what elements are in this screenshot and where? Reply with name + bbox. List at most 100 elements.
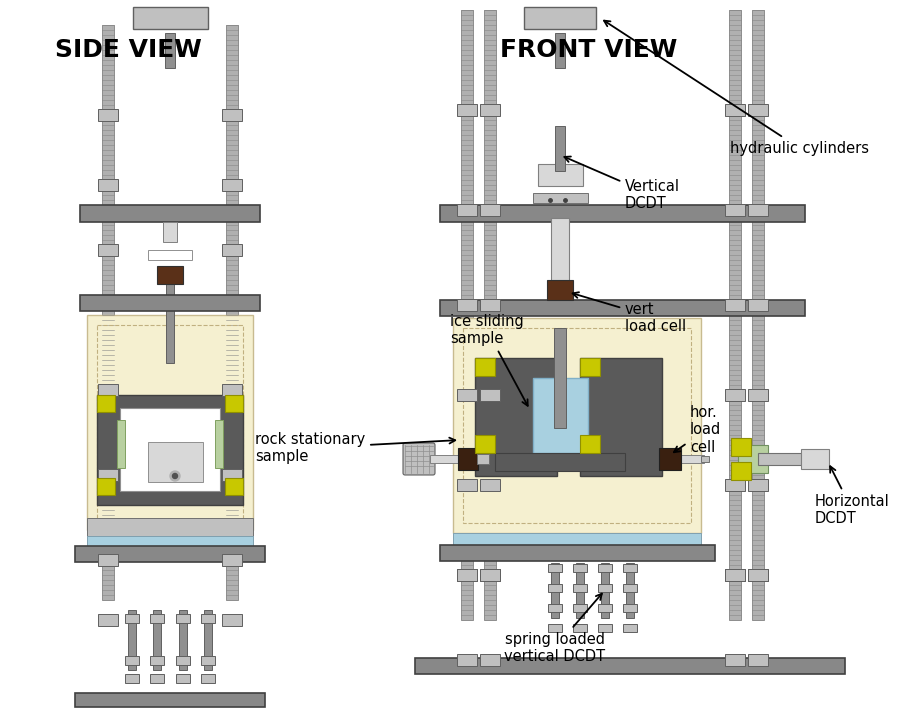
Bar: [415, 658, 845, 674]
Text: vert
load cell: vert load cell: [572, 292, 686, 334]
Bar: [725, 299, 745, 311]
Bar: [623, 624, 637, 632]
Bar: [623, 564, 637, 572]
Bar: [457, 479, 477, 491]
Bar: [128, 610, 136, 670]
Bar: [132, 7, 208, 29]
Bar: [457, 569, 477, 581]
Bar: [222, 109, 242, 121]
Bar: [725, 104, 745, 116]
Bar: [484, 10, 496, 620]
Bar: [98, 244, 118, 256]
Bar: [461, 10, 473, 620]
Bar: [748, 204, 768, 216]
Bar: [148, 250, 192, 260]
Bar: [758, 453, 823, 465]
Bar: [626, 562, 634, 617]
Bar: [98, 179, 118, 191]
Bar: [176, 674, 190, 682]
Bar: [98, 554, 118, 566]
Bar: [463, 328, 691, 523]
Bar: [457, 204, 477, 216]
Bar: [480, 569, 500, 581]
Bar: [75, 546, 265, 562]
Bar: [748, 299, 768, 311]
Bar: [157, 266, 183, 284]
Text: SIDE VIEW: SIDE VIEW: [55, 38, 202, 62]
Bar: [725, 569, 745, 581]
Bar: [548, 604, 562, 612]
Bar: [453, 533, 701, 545]
Bar: [87, 536, 253, 546]
Bar: [748, 569, 768, 581]
Bar: [222, 384, 242, 396]
Bar: [573, 624, 587, 632]
Bar: [440, 545, 715, 561]
Bar: [748, 569, 768, 581]
Bar: [555, 32, 565, 67]
Bar: [725, 204, 745, 216]
Bar: [576, 562, 584, 617]
Bar: [601, 562, 609, 617]
Bar: [731, 462, 751, 480]
Text: spring loaded
vertical DCDT: spring loaded vertical DCDT: [504, 593, 606, 664]
Bar: [226, 25, 238, 600]
Bar: [477, 454, 489, 464]
Bar: [165, 32, 175, 67]
Bar: [430, 455, 460, 463]
Bar: [150, 674, 164, 682]
Bar: [150, 614, 164, 622]
Bar: [222, 179, 242, 191]
Bar: [97, 325, 243, 520]
Text: rock stationary
sample: rock stationary sample: [255, 432, 455, 464]
Bar: [480, 204, 500, 216]
Bar: [117, 420, 125, 468]
Bar: [163, 222, 177, 242]
Bar: [480, 104, 500, 116]
Bar: [222, 469, 242, 481]
Bar: [555, 126, 565, 170]
Bar: [125, 614, 139, 622]
Text: hor.
load
cell: hor. load cell: [674, 405, 721, 455]
Bar: [580, 358, 600, 376]
Text: Vertical
DCDT: Vertical DCDT: [564, 157, 680, 212]
Bar: [495, 453, 625, 471]
Bar: [222, 614, 242, 626]
Bar: [731, 438, 751, 456]
Bar: [573, 584, 587, 592]
Bar: [97, 395, 243, 505]
Bar: [547, 280, 573, 300]
Bar: [457, 104, 477, 116]
Bar: [87, 315, 253, 530]
Bar: [80, 295, 260, 311]
Text: Horizontal
DCDT: Horizontal DCDT: [815, 466, 890, 526]
Bar: [551, 218, 569, 298]
Bar: [201, 656, 215, 664]
Bar: [150, 656, 164, 664]
Bar: [222, 244, 242, 256]
Bar: [98, 469, 118, 481]
Bar: [225, 395, 243, 412]
Bar: [80, 205, 260, 222]
Bar: [480, 654, 500, 666]
Bar: [176, 656, 190, 664]
Bar: [725, 389, 745, 401]
Circle shape: [170, 471, 180, 481]
Bar: [475, 358, 557, 476]
Bar: [453, 318, 701, 533]
Bar: [153, 610, 161, 670]
Bar: [725, 569, 745, 581]
Bar: [537, 164, 582, 186]
Bar: [179, 610, 187, 670]
Bar: [748, 104, 768, 116]
Bar: [598, 604, 612, 612]
Bar: [75, 693, 265, 707]
Bar: [752, 10, 764, 620]
Bar: [548, 624, 562, 632]
Bar: [87, 518, 253, 536]
Bar: [475, 435, 495, 453]
Bar: [725, 479, 745, 491]
Bar: [554, 328, 566, 428]
Bar: [458, 448, 478, 470]
Bar: [475, 358, 495, 376]
